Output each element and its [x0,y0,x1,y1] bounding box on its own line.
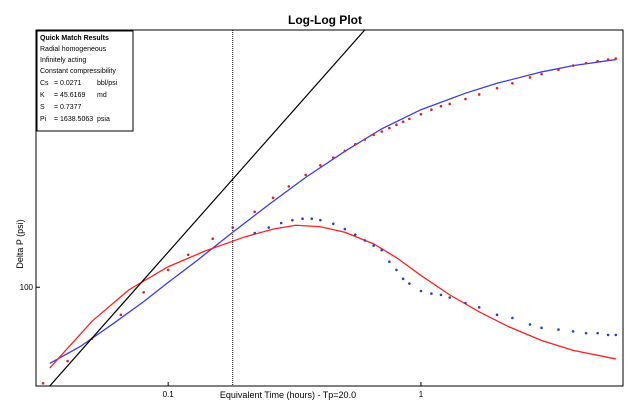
measured-points-point [464,97,467,101]
x-tick-label: 1 [419,390,424,399]
unit-slope-line-series [49,30,366,386]
derivative-points-point [528,323,532,326]
derivative-points-point [511,316,514,320]
measured-points-point [511,81,514,85]
measured-points-point [439,104,443,108]
param-name: Cs [40,80,49,87]
measured-points-point [495,86,499,90]
derivative-line-series [49,224,616,369]
derivative-points-point [253,231,257,235]
derivative-points-point [331,222,335,226]
measured-points-point [363,138,367,141]
measured-points-point [253,210,257,214]
measured-points-point [186,253,190,257]
measured-points-point [614,57,618,60]
derivative-points-point [372,244,375,247]
derivative-points-point [388,260,391,263]
measured-points-point [430,108,433,112]
derivative-points-point [540,326,543,330]
derivative-points-point [401,277,405,281]
derivative-points-point [279,221,283,225]
measured-points-point [477,93,481,96]
measured-points-point [354,142,357,146]
param-value: = 45.6169 [54,92,85,99]
results-box-title: Quick Match Results [40,35,109,42]
derivative-points-point [408,282,411,285]
derivative-points-point [495,313,499,317]
x-tick-label: 0.1 [163,390,175,399]
results-line-boundary: Infinitely acting [40,57,86,64]
derivative-points-point [557,328,560,331]
measured-points-point [401,120,405,124]
measured-points-point [606,58,610,61]
derivative-points-point [596,331,599,335]
param-unit: bbl/psi [97,80,118,87]
measured-points-point [231,226,234,229]
results-line-compressibility: Constant compressibility [40,68,116,75]
derivative-points-point [267,226,271,229]
measured-points-point [528,76,532,79]
derivative-points-point [354,233,357,236]
derivative-points-point [319,218,322,222]
measured-points-point [211,237,214,241]
derivative-points-point [430,292,433,295]
param-value: = 0.7377 [54,104,82,111]
measured-points-point [419,112,423,116]
measured-points-point [41,381,45,385]
measured-points-point [571,64,575,67]
measured-points-point [408,117,411,121]
derivative-points-point [419,289,423,293]
derivative-points-point [464,301,467,305]
derivative-points-point [301,217,304,221]
measured-points-point [271,196,275,200]
derivative-points-point [310,217,314,221]
measured-points-point [287,185,291,188]
quick-match-results-box: Quick Match Results Radial homogeneous I… [36,30,134,132]
measured-points-point [304,173,307,177]
derivative-points-point [584,331,588,335]
derivative-points-point [380,248,384,252]
measured-points-point [343,149,347,153]
measured-points-point [166,268,170,272]
measured-points-point [557,68,560,72]
derivative-points-point [343,227,347,231]
measured-points-point [372,133,375,137]
y-tick-label: 100 [20,283,34,292]
measured-points-point [119,313,123,317]
measured-points-point [584,61,588,65]
model-line-series [49,58,616,365]
chart-title: Log-Log Plot [288,13,362,27]
derivative-points-point [363,239,367,242]
measured-points-point [596,59,599,63]
derivative-points-point [448,296,452,299]
derivative-points-point [439,293,443,297]
measured-points-point [142,290,145,294]
param-name: Pi [40,116,47,123]
param-name: K [40,92,45,99]
results-line-model: Radial homogeneous [40,46,107,53]
x-axis-label: Equivalent Time (hours) - Tp=20.0 [220,390,356,400]
measured-points-point [319,163,322,167]
derivative-points-point [571,330,575,333]
param-value: = 0.0271 [54,80,82,87]
derivative-points-point [395,268,398,272]
param-name: S [40,104,45,111]
measured-points-point [448,102,452,106]
derivative-points-point [606,333,610,337]
plot-area [35,29,624,387]
measured-points-point [540,72,543,76]
derivative-points-point [477,306,481,309]
y-axis-label: Delta P (psi) [15,219,25,268]
measured-points-point [66,359,69,363]
param-value: = 1638.5063 [54,116,93,123]
measured-points-point [388,126,391,130]
measured-points-point [331,156,335,159]
derivative-points-point [291,218,294,222]
derivative-points-point [614,333,618,337]
param-unit: md [97,92,107,99]
param-unit: psia [97,116,110,123]
measured-points-point [395,123,398,127]
measured-points-point [380,130,384,133]
